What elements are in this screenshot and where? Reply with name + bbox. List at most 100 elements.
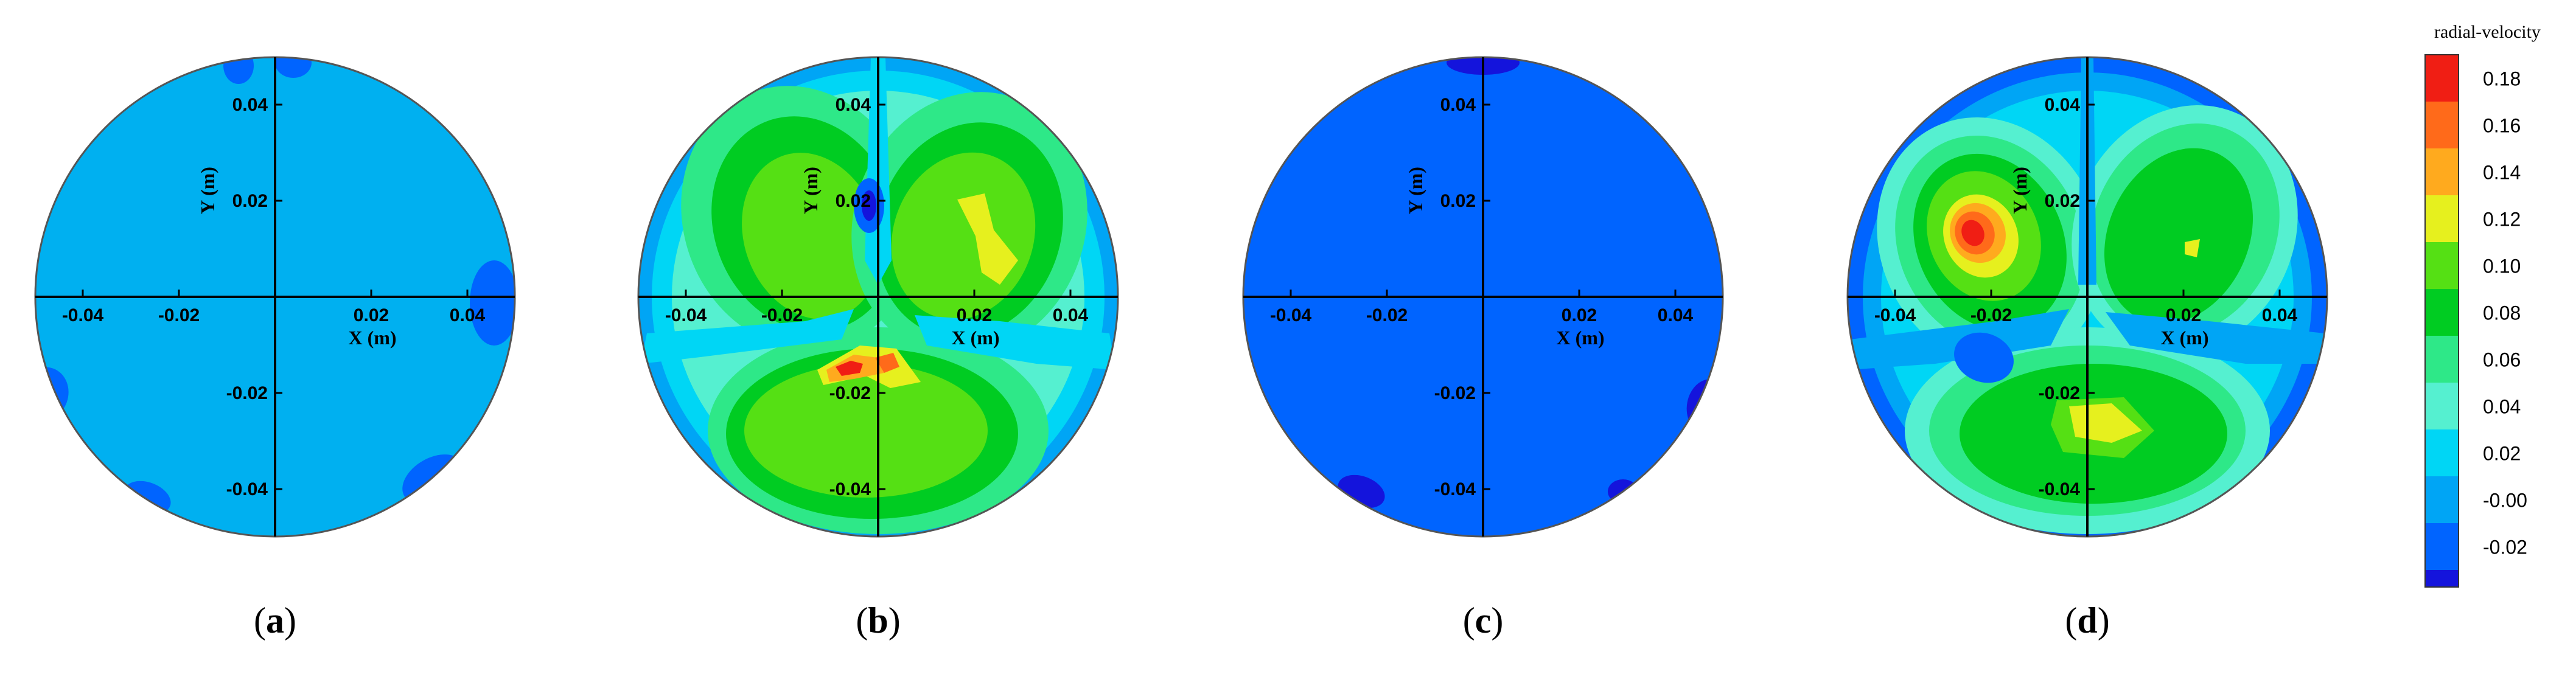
y-axis-label: Y (m) bbox=[197, 167, 218, 214]
colorbar-title: radial-velocity bbox=[2434, 22, 2541, 42]
colorbar-tick-label: 0.14 bbox=[2483, 162, 2521, 184]
colorbar-tick-label: 0.02 bbox=[2483, 443, 2521, 465]
contour-lobe-ul-010 bbox=[742, 153, 881, 319]
caption-letter: d bbox=[2077, 600, 2097, 641]
panel-c-caption: (c) bbox=[1463, 600, 1504, 641]
x-tick-label: 0.02 bbox=[2166, 305, 2201, 325]
contour-patch-ur-012 bbox=[2185, 239, 2200, 257]
colorbar-swatch-9 bbox=[2425, 476, 2459, 523]
caption-letter: a bbox=[266, 600, 284, 641]
y-tick-label: -0.02 bbox=[829, 383, 871, 403]
y-tick-label: 0.04 bbox=[836, 95, 871, 115]
colorbar-swatch-7 bbox=[2425, 383, 2459, 429]
y-tick-label: 0.02 bbox=[232, 191, 268, 211]
panel-a-contour-field bbox=[35, 57, 515, 537]
colorbar-tick-label: 0.12 bbox=[2483, 209, 2521, 231]
x-tick-label: 0.04 bbox=[450, 305, 486, 325]
colorbar-tick-label: 0.10 bbox=[2483, 255, 2521, 277]
contour-dip-core bbox=[862, 190, 876, 221]
x-tick-label: 0.04 bbox=[1658, 305, 1694, 325]
y-axis-label: Y (m) bbox=[2009, 167, 2031, 214]
panel-d: -0.04 -0.02 0.02 0.04 0.04 0.02 -0.02 -0.04 X (m… bbox=[1846, 56, 2328, 641]
y-tick-label: 0.02 bbox=[2045, 191, 2080, 211]
colorbar-frame bbox=[2424, 54, 2459, 588]
colorbar-tick-label: 0.16 bbox=[2483, 115, 2521, 137]
y-tick-label: -0.04 bbox=[226, 479, 268, 499]
y-axis-label: Y (m) bbox=[1405, 167, 1426, 214]
x-tick-label: -0.02 bbox=[1970, 305, 2012, 325]
caption-open-paren: ( bbox=[254, 600, 266, 641]
contour-hot-018 bbox=[836, 361, 863, 376]
x-tick-label: -0.02 bbox=[158, 305, 200, 325]
y-tick-label: 0.02 bbox=[1440, 191, 1476, 211]
colorbar-swatch-10 bbox=[2425, 523, 2459, 570]
x-axis-label: X (m) bbox=[951, 327, 999, 349]
panel-d-caption: (d) bbox=[2065, 600, 2109, 641]
contour-sep-right bbox=[2106, 312, 2325, 364]
panel-c-plot: -0.04 -0.02 0.02 0.04 0.04 0.02 -0.02 -0.04 X (m… bbox=[1242, 56, 1724, 538]
colorbar-tick-label: 0.18 bbox=[2483, 68, 2521, 90]
y-tick-label: -0.02 bbox=[2039, 383, 2080, 403]
panel-a-plot: -0.04 -0.02 0.02 0.04 0.04 0.02 -0.02 -0.04 X (m… bbox=[34, 56, 516, 538]
panel-a: -0.04 -0.02 0.02 0.04 0.04 0.02 -0.02 -0.04 X (m… bbox=[34, 56, 516, 641]
caption-close-paren: ) bbox=[2098, 600, 2110, 641]
caption-close-paren: ) bbox=[284, 600, 296, 641]
panel-c: -0.04 -0.02 0.02 0.04 0.04 0.02 -0.02 -0.04 X (m… bbox=[1242, 56, 1724, 641]
rim-patch-top-right bbox=[275, 57, 312, 78]
contour-sep-left bbox=[641, 309, 854, 364]
y-tick-label: 0.04 bbox=[2045, 95, 2081, 115]
colorbar-swatch-5 bbox=[2425, 289, 2459, 336]
rim-patch-top-left bbox=[223, 57, 254, 84]
panel-b-plot: -0.04 -0.02 0.02 0.04 0.04 0.02 -0.02 -0.04 X (m… bbox=[637, 56, 1119, 538]
caption-close-paren: ) bbox=[1491, 600, 1503, 641]
x-tick-label: 0.02 bbox=[1562, 305, 1597, 325]
contour-lobe-ur-008 bbox=[2104, 148, 2253, 324]
colorbar-swatch-bottom bbox=[2425, 570, 2459, 587]
panel-d-plot: -0.04 -0.02 0.02 0.04 0.04 0.02 -0.02 -0.04 X (m… bbox=[1846, 56, 2328, 538]
y-tick-label: 0.04 bbox=[1440, 95, 1476, 115]
x-tick-label: -0.04 bbox=[665, 305, 707, 325]
x-tick-label: -0.04 bbox=[62, 305, 104, 325]
x-axis-label: X (m) bbox=[2160, 327, 2208, 349]
x-tick-label: 0.04 bbox=[1053, 305, 1089, 325]
colorbar-tick-label: 0.04 bbox=[2483, 396, 2521, 418]
panel-b-caption: (b) bbox=[856, 600, 900, 641]
colorbar-tick-label: 0.06 bbox=[2483, 349, 2521, 371]
contour-sep-left bbox=[1850, 309, 2069, 370]
colorbar-legend: radial-velocity 0.18 0.16 0.14 0.12 0.10 0.08 0… bbox=[2424, 22, 2541, 588]
x-tick-label: 0.02 bbox=[957, 305, 992, 325]
caption-letter: b bbox=[868, 600, 888, 641]
caption-letter: c bbox=[1475, 600, 1492, 641]
x-tick-label: -0.04 bbox=[1874, 305, 1916, 325]
y-tick-label: 0.04 bbox=[232, 95, 268, 115]
x-tick-label: 0.04 bbox=[2262, 305, 2298, 325]
y-tick-label: -0.02 bbox=[1434, 383, 1476, 403]
colorbar-tick-label: 0.08 bbox=[2483, 302, 2521, 324]
x-tick-label: -0.02 bbox=[761, 305, 803, 325]
colorbar-swatch-2 bbox=[2425, 148, 2459, 195]
y-tick-label: 0.02 bbox=[836, 191, 871, 211]
rim-patch-right bbox=[470, 260, 515, 346]
colorbar-swatch-0 bbox=[2425, 55, 2459, 102]
contour-sep-right bbox=[915, 315, 1115, 370]
colorbar-tick-label: -0.02 bbox=[2483, 537, 2527, 558]
y-axis-label: Y (m) bbox=[800, 167, 822, 214]
contour-lobe-ul-018 bbox=[1961, 220, 1984, 246]
caption-open-paren: ( bbox=[1463, 600, 1475, 641]
x-tick-label: -0.04 bbox=[1270, 305, 1312, 325]
caption-close-paren: ) bbox=[888, 600, 901, 641]
x-tick-label: -0.02 bbox=[1366, 305, 1408, 325]
y-tick-label: -0.04 bbox=[2039, 479, 2081, 499]
caption-open-paren: ( bbox=[2065, 600, 2077, 641]
x-axis-label: X (m) bbox=[1556, 327, 1604, 349]
panel-a-caption: (a) bbox=[254, 600, 296, 641]
y-tick-label: -0.04 bbox=[1434, 479, 1476, 499]
colorbar-tick-label: -0.00 bbox=[2483, 490, 2527, 512]
panel-b: -0.04 -0.02 0.02 0.04 0.04 0.02 -0.02 -0.04 X (m… bbox=[637, 56, 1119, 641]
colorbar-swatch-8 bbox=[2425, 429, 2459, 476]
y-tick-label: -0.04 bbox=[829, 479, 871, 499]
colorbar-swatch-6 bbox=[2425, 336, 2459, 383]
y-tick-label: -0.02 bbox=[226, 383, 268, 403]
caption-open-paren: ( bbox=[856, 600, 868, 641]
x-tick-label: 0.02 bbox=[354, 305, 389, 325]
